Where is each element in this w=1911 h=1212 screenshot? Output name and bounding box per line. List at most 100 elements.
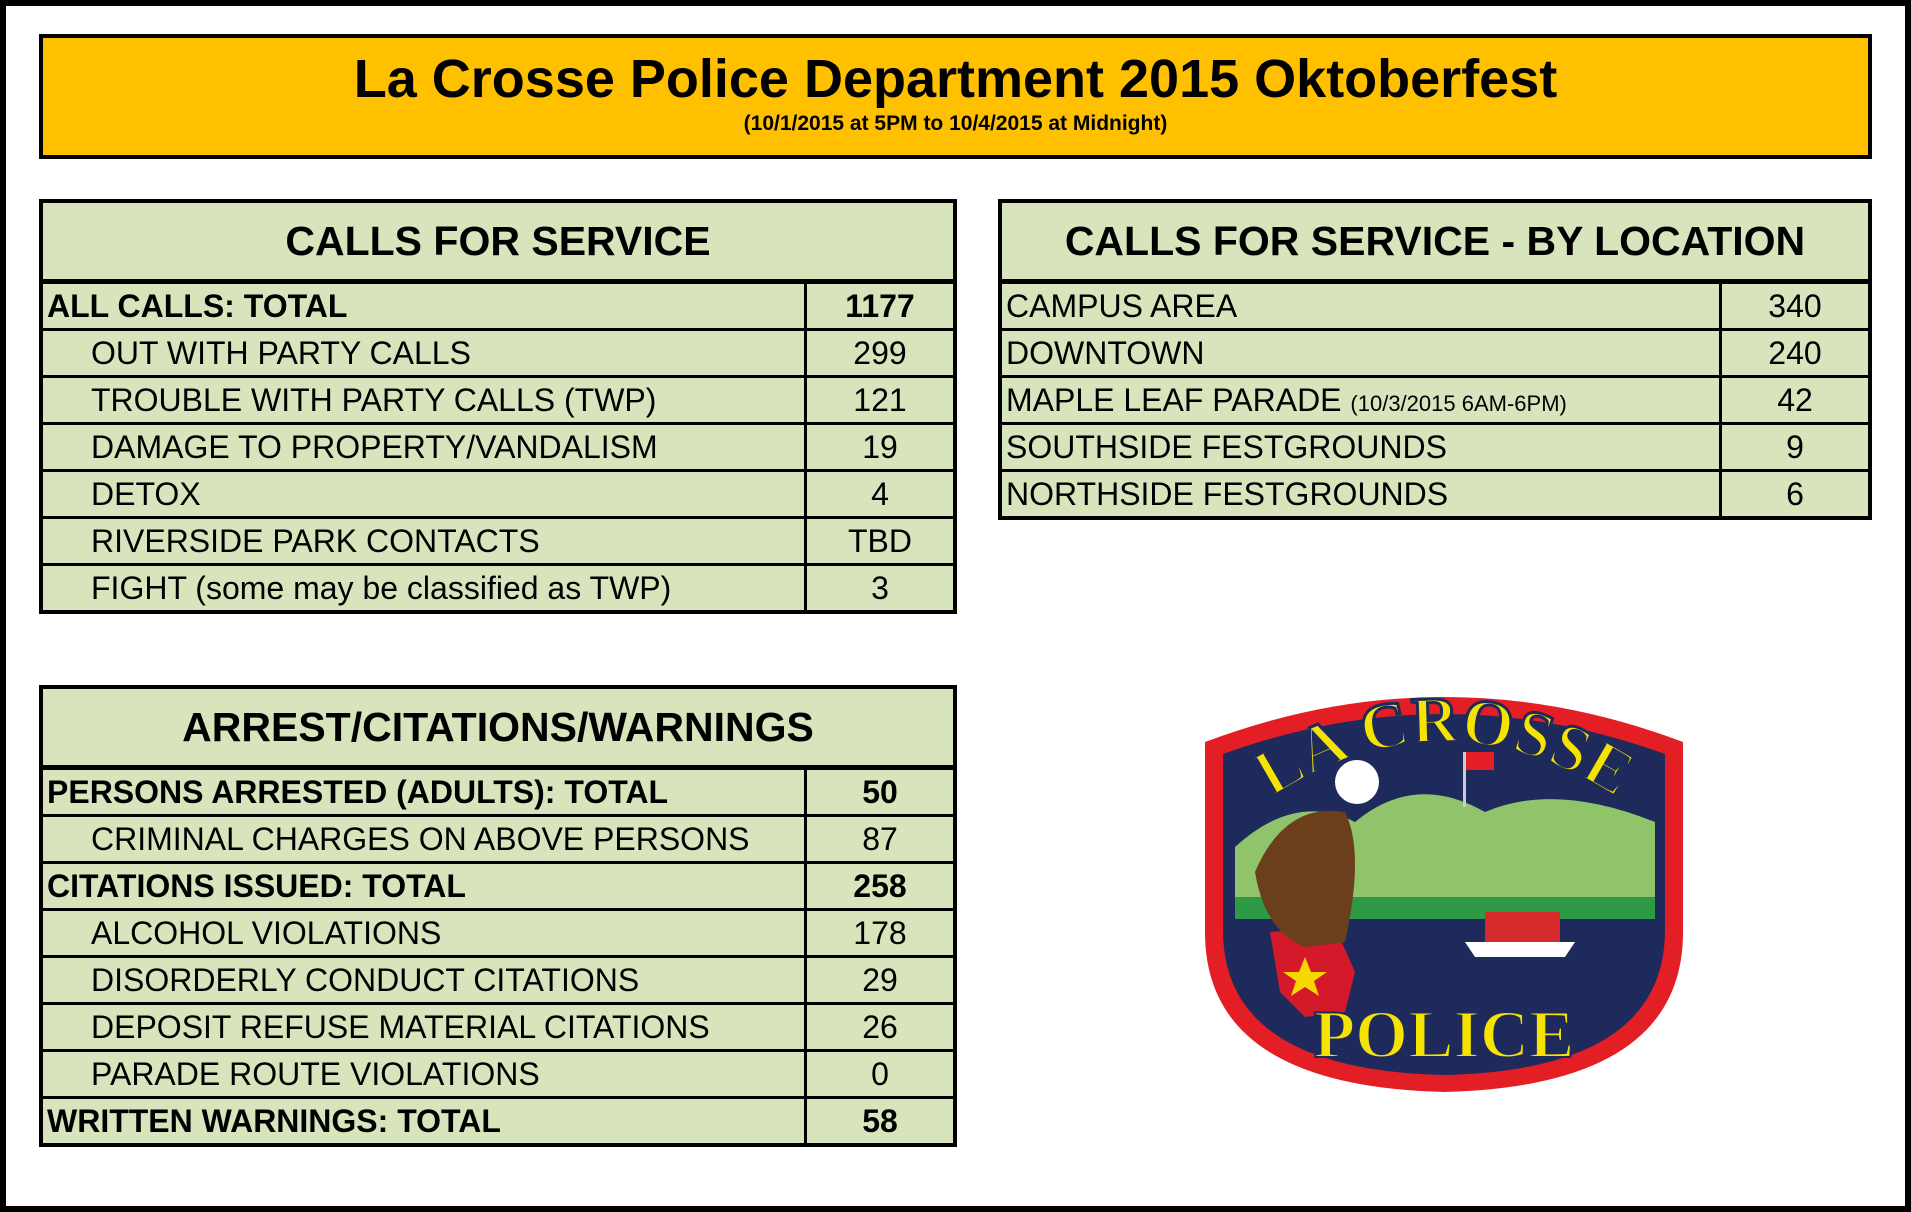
- row-label: NORTHSIDE FESTGROUNDS: [998, 469, 1722, 520]
- row-label: CITATIONS ISSUED: TOTAL: [39, 861, 807, 911]
- title: La Crosse Police Department 2015 Oktober…: [353, 49, 1558, 109]
- row-value: 29: [804, 955, 957, 1005]
- title-row: CALLS FOR SERVICE: [39, 199, 957, 284]
- label: ALL CALLS: TOTAL: [47, 287, 348, 324]
- row-value: 4: [804, 469, 957, 519]
- row-label: DISORDERLY CONDUCT CITATIONS: [39, 955, 807, 1005]
- row-value: 0: [804, 1049, 957, 1099]
- row-value: 58: [804, 1096, 957, 1147]
- label: DOWNTOWN: [1006, 334, 1205, 371]
- row: NORTHSIDE FESTGROUNDS 6: [998, 469, 1872, 520]
- row: PARADE ROUTE VIOLATIONS 0: [39, 1049, 957, 1099]
- row-label: PERSONS ARRESTED (ADULTS): TOTAL: [39, 766, 807, 817]
- row-label: FIGHT (some may be classified as TWP): [39, 563, 807, 614]
- row: CRIMINAL CHARGES ON ABOVE PERSONS 87: [39, 814, 957, 864]
- row-label: RIVERSIDE PARK CONTACTS: [39, 516, 807, 566]
- subtitle: (10/1/2015 at 5PM to 10/4/2015 at Midnig…: [743, 112, 1168, 135]
- row-label: TROUBLE WITH PARTY CALLS (TWP): [39, 375, 807, 425]
- label: RIVERSIDE PARK CONTACTS: [91, 522, 540, 559]
- row: DEPOSIT REFUSE MATERIAL CITATIONS 26: [39, 1002, 957, 1052]
- row-label: ALCOHOL VIOLATIONS: [39, 908, 807, 958]
- eagle: [1255, 810, 1355, 947]
- label: OUT WITH PARTY CALLS: [91, 334, 471, 371]
- row-label: SOUTHSIDE FESTGROUNDS: [998, 422, 1722, 472]
- boat: [1465, 942, 1575, 957]
- logo: LA CROSSE POLICE: [1205, 682, 1683, 1092]
- row-label: DAMAGE TO PROPERTY/VANDALISM: [39, 422, 807, 472]
- row-value: 258: [804, 861, 957, 911]
- label: DISORDERLY CONDUCT CITATIONS: [91, 961, 640, 998]
- row: DISORDERLY CONDUCT CITATIONS 29: [39, 955, 957, 1005]
- row: RIVERSIDE PARK CONTACTS TBD: [39, 516, 957, 566]
- label: WRITTEN WARNINGS: TOTAL: [47, 1102, 501, 1139]
- flag: [1466, 752, 1494, 770]
- row-label: ALL CALLS: TOTAL: [39, 280, 807, 331]
- row-value: 3: [804, 563, 957, 614]
- table-title: CALLS FOR SERVICE: [39, 199, 957, 284]
- row: TROUBLE WITH PARTY CALLS (TWP) 121: [39, 375, 957, 425]
- row-label: PARADE ROUTE VIOLATIONS: [39, 1049, 807, 1099]
- row-value: 121: [804, 375, 957, 425]
- row-value: 299: [804, 328, 957, 378]
- label: SOUTHSIDE FESTGROUNDS: [1006, 428, 1447, 465]
- row: DAMAGE TO PROPERTY/VANDALISM 19: [39, 422, 957, 472]
- label: CITATIONS ISSUED: TOTAL: [47, 867, 466, 904]
- location-table: CALLS FOR SERVICE - BY LOCATION CAMPUS AR…: [998, 199, 1872, 520]
- row-value: 50: [804, 766, 957, 817]
- row-label: DETOX: [39, 469, 807, 519]
- row: CAMPUS AREA 340: [998, 280, 1872, 331]
- label: NORTHSIDE FESTGROUNDS: [1006, 475, 1449, 512]
- row-value: 1177: [804, 280, 957, 331]
- label: DAMAGE TO PROPERTY/VANDALISM: [91, 428, 658, 465]
- row-label: CRIMINAL CHARGES ON ABOVE PERSONS: [39, 814, 807, 864]
- row: DOWNTOWN 240: [998, 328, 1872, 378]
- label: FIGHT (some may be classified as TWP): [91, 569, 672, 606]
- row-value: 9: [1719, 422, 1872, 472]
- row: OUT WITH PARTY CALLS 299: [39, 328, 957, 378]
- label: TROUBLE WITH PARTY CALLS (TWP): [91, 381, 657, 418]
- title-row: CALLS FOR SERVICE - BY LOCATION: [998, 199, 1872, 284]
- row: ALL CALLS: TOTAL 1177: [39, 280, 957, 331]
- eagle-head: [1335, 760, 1379, 804]
- row-label: DEPOSIT REFUSE MATERIAL CITATIONS: [39, 1002, 807, 1052]
- row: ALCOHOL VIOLATIONS 178: [39, 908, 957, 958]
- header: La Crosse Police Department 2015 Oktober…: [39, 34, 1872, 159]
- row: SOUTHSIDE FESTGROUNDS 9: [998, 422, 1872, 472]
- row: PERSONS ARRESTED (ADULTS): TOTAL 50: [39, 766, 957, 817]
- row-value: 178: [804, 908, 957, 958]
- arrests-table: ARREST/CITATIONS/WARNINGS PERSONS ARRESTE…: [39, 685, 957, 1147]
- row-value: 240: [1719, 328, 1872, 378]
- table-title: ARREST/CITATIONS/WARNINGS: [39, 685, 957, 770]
- star: [1283, 957, 1327, 996]
- logo-bottom-text: POLICE: [1314, 996, 1575, 1072]
- row-value: 340: [1719, 280, 1872, 331]
- label: PERSONS ARRESTED (ADULTS): TOTAL: [47, 773, 669, 810]
- row-value: TBD: [804, 516, 957, 566]
- flagpole: [1463, 752, 1466, 807]
- row: CITATIONS ISSUED: TOTAL 258: [39, 861, 957, 911]
- boat-deck: [1485, 912, 1560, 942]
- label: PARADE ROUTE VIOLATIONS: [91, 1055, 540, 1092]
- title-row: ARREST/CITATIONS/WARNINGS: [39, 685, 957, 770]
- label: CRIMINAL CHARGES ON ABOVE PERSONS: [91, 820, 750, 857]
- row-label: OUT WITH PARTY CALLS: [39, 328, 807, 378]
- row-label: MAPLE LEAF PARADE (10/3/2015 6AM-6PM): [998, 375, 1722, 425]
- label: ALCOHOL VIOLATIONS: [91, 914, 442, 951]
- row-value: 26: [804, 1002, 957, 1052]
- label: DETOX: [91, 475, 201, 512]
- row-value: 19: [804, 422, 957, 472]
- row-label: DOWNTOWN: [998, 328, 1722, 378]
- row: MAPLE LEAF PARADE (10/3/2015 6AM-6PM) 42: [998, 375, 1872, 425]
- row: DETOX 4: [39, 469, 957, 519]
- note: (10/3/2015 6AM-6PM): [1350, 390, 1567, 416]
- row-label: WRITTEN WARNINGS: TOTAL: [39, 1096, 807, 1147]
- label: DEPOSIT REFUSE MATERIAL CITATIONS: [91, 1008, 710, 1045]
- row: FIGHT (some may be classified as TWP) 3: [39, 563, 957, 614]
- label: MAPLE LEAF PARADE: [1006, 381, 1342, 418]
- calls-table: CALLS FOR SERVICE ALL CALLS: TOTAL 1177 OUT…: [39, 199, 957, 614]
- row-value: 87: [804, 814, 957, 864]
- row-value: 42: [1719, 375, 1872, 425]
- row-label: CAMPUS AREA: [998, 280, 1722, 331]
